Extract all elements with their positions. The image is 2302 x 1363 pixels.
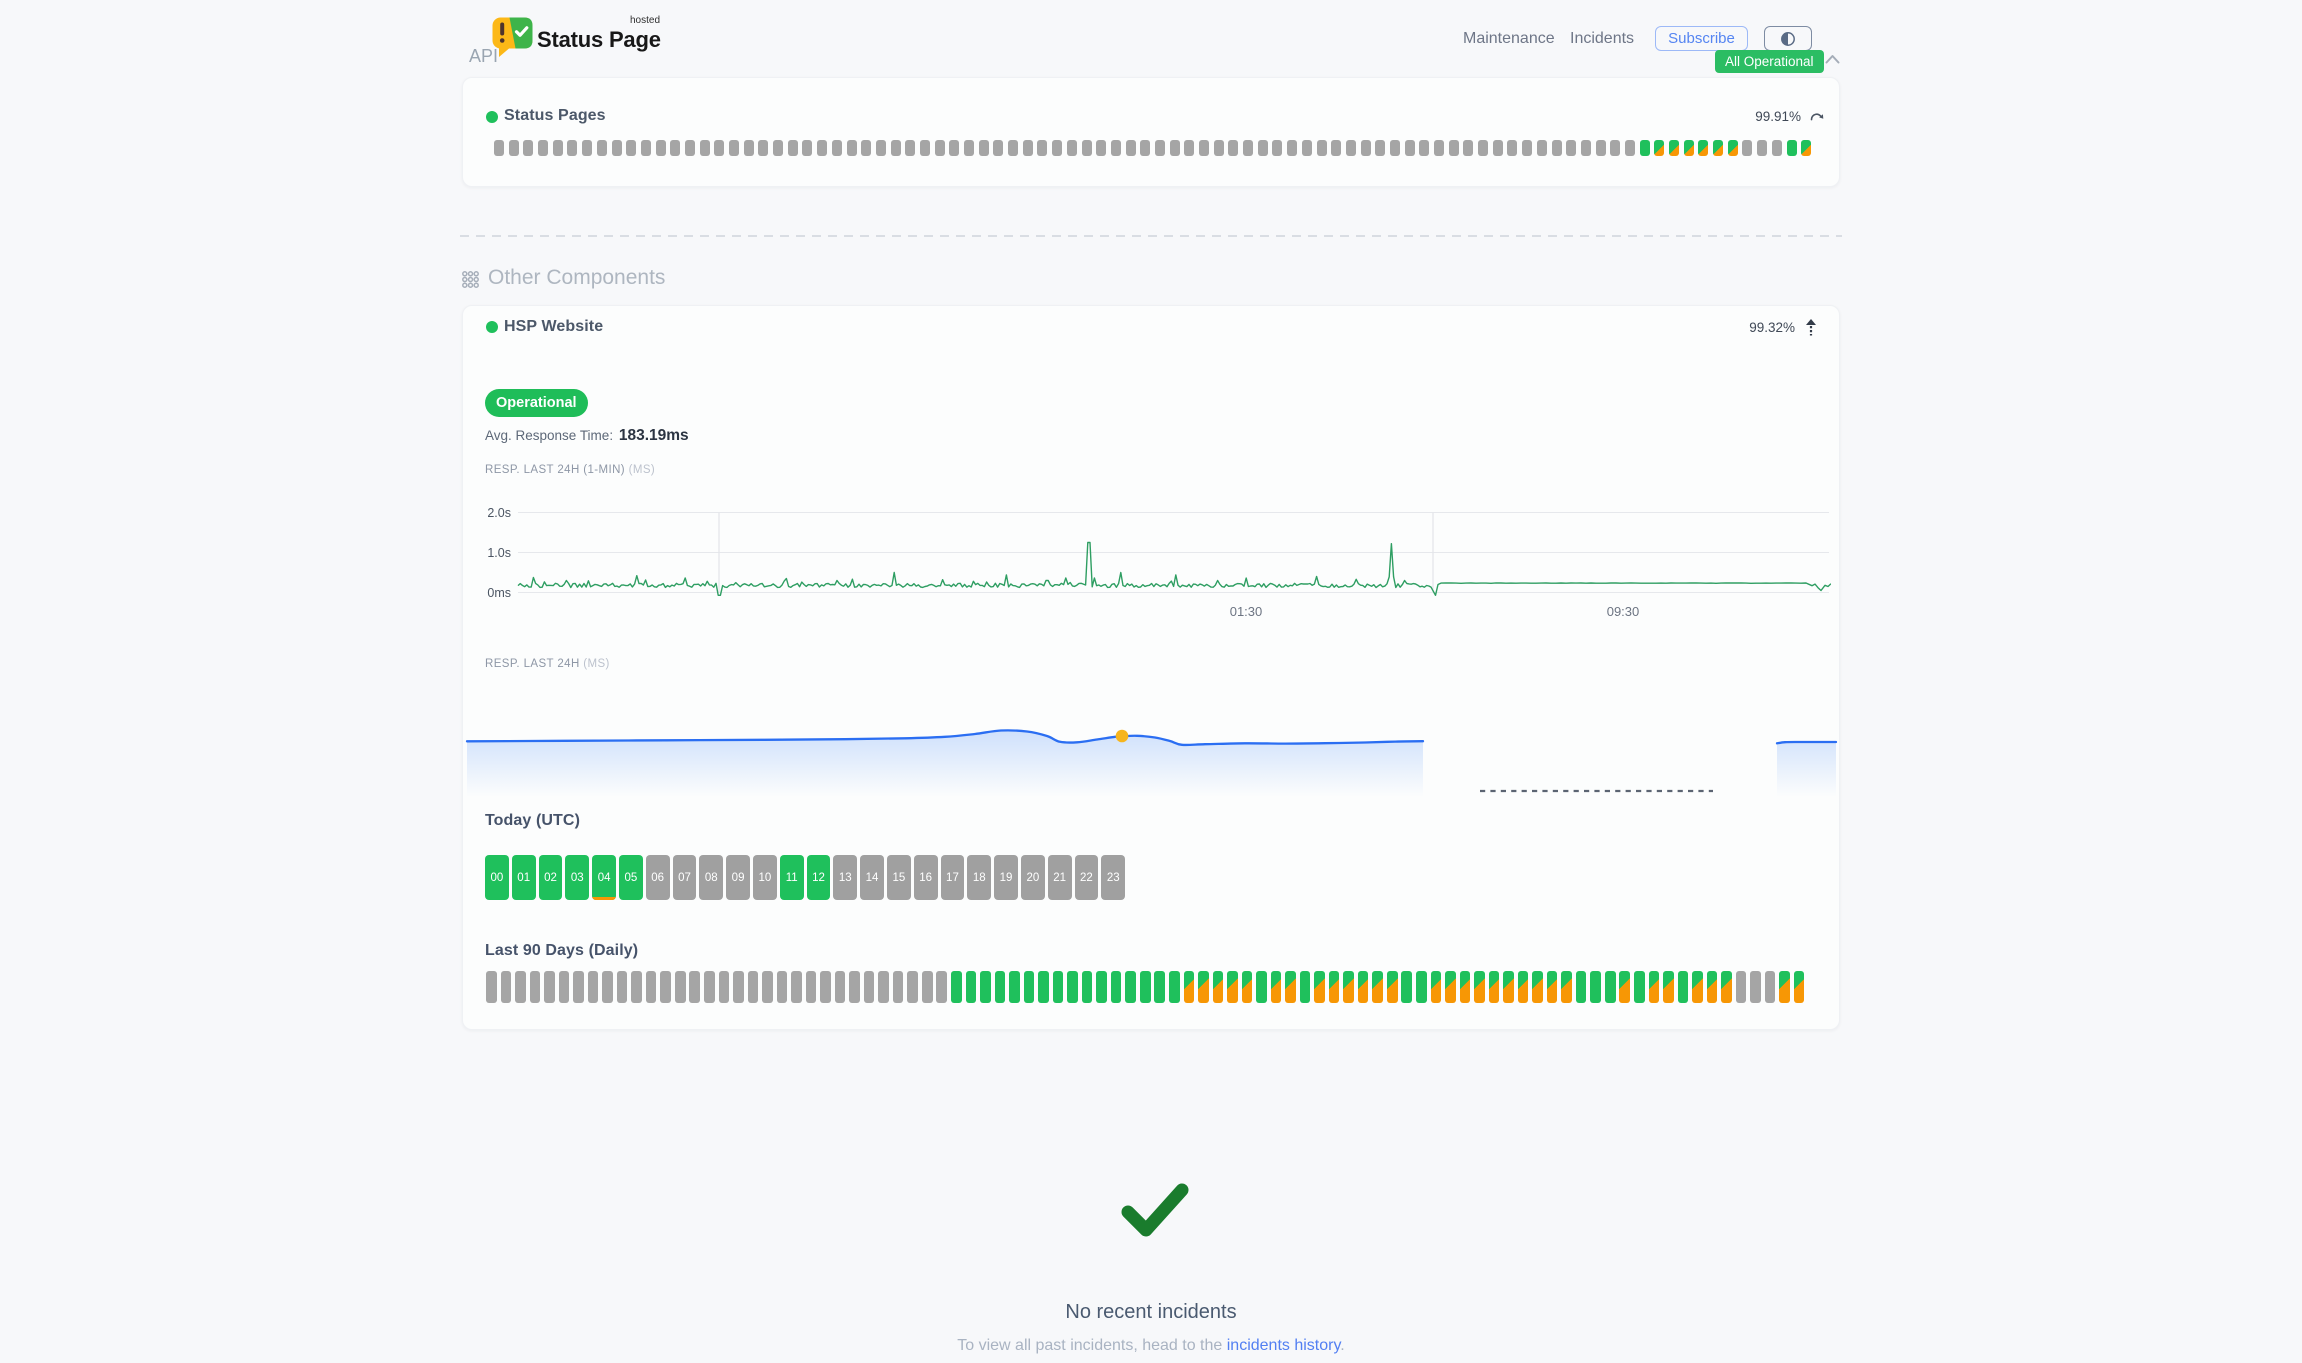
- svg-text:01:30: 01:30: [1230, 604, 1263, 619]
- svg-text:1.0s: 1.0s: [487, 546, 511, 560]
- svg-text:2.0s: 2.0s: [487, 506, 511, 520]
- svg-text:09:30: 09:30: [1607, 604, 1640, 619]
- svg-text:0ms: 0ms: [487, 586, 511, 600]
